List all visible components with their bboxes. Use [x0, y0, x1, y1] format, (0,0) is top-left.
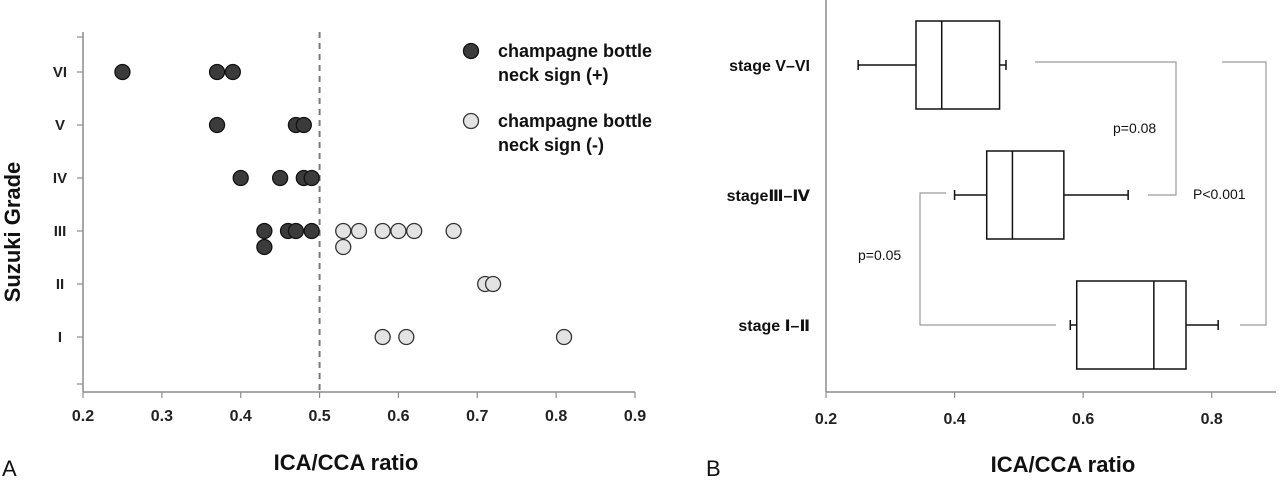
panel-a-data-point	[390, 222, 407, 240]
panel-a-y-tick-label: III	[54, 223, 67, 240]
panel-a-data-point	[350, 222, 368, 240]
panel-a-data-point	[335, 222, 352, 240]
panel-a-y-axis-title: Suzuki Grade	[0, 162, 25, 303]
panel-a-data-point	[287, 222, 305, 240]
panel-a-legend-label: champagne bottle	[498, 111, 652, 131]
panel-b-x-tick-label: 0.2	[815, 411, 837, 428]
panel-a-legend-label: neck sign (+)	[498, 65, 609, 85]
panel-a-x-tick-label: 0.4	[230, 408, 252, 425]
panel-a-legend: champagne bottle neck sign (+) champagne b…	[462, 41, 652, 155]
panel-b-box	[915, 20, 1001, 110]
panel-a-x-tick-label: 0.2	[72, 408, 94, 425]
panel-b-group-label: stage Ⅰ–Ⅱ	[738, 318, 810, 335]
panel-a-data-point	[374, 222, 391, 240]
panel-b-box	[985, 150, 1065, 240]
panel-a-data-point	[445, 222, 462, 240]
panel-a-data-point	[398, 328, 415, 346]
panel-a-data-point	[295, 116, 312, 134]
panel-b-x-axis-title: ICA/CCA ratio	[991, 452, 1136, 477]
panel-a-points	[114, 63, 573, 346]
panel-a-x-tick-label: 0.6	[387, 408, 409, 425]
panel-b-bracket	[1222, 61, 1267, 326]
panel-b-significance-brackets: p=0.08 p=0.05 P<0.001	[858, 61, 1267, 326]
panel-b-box-plot: 0.2 0.4 0.6 0.8 stage V–VI stageⅢ–Ⅳ stage Ⅰ–Ⅱ…	[706, 0, 1276, 480]
panel-a-x-tick-label: 0.9	[624, 408, 646, 425]
panel-a-legend-marker	[462, 112, 480, 130]
panel-a-x-tick-label: 0.3	[151, 408, 173, 425]
panel-a-y-tick-label: I	[58, 329, 62, 346]
panel-a-y-tick-label: IV	[53, 170, 67, 187]
panel-a-legend-marker	[462, 42, 480, 60]
panel-b-x-tick-label: 0.4	[943, 411, 965, 428]
panel-a-data-point	[208, 116, 226, 134]
panel-b-box	[1075, 280, 1187, 370]
panel-a-data-point	[303, 169, 320, 187]
panel-a-data-point	[555, 328, 573, 346]
panel-a-data-point	[303, 222, 320, 240]
panel-b-x-tick-label: 0.8	[1201, 411, 1223, 428]
panel-b-group-label: stageⅢ–Ⅳ	[727, 188, 811, 205]
panel-a-data-point	[256, 222, 273, 240]
panel-a-label: A	[2, 456, 17, 480]
panel-a-data-point	[256, 238, 273, 256]
panel-b-group-label: stage V–VI	[729, 58, 810, 75]
panel-b-bracket	[919, 192, 1056, 326]
panel-a-data-point	[271, 169, 289, 187]
panel-a-y-tick-label: VI	[53, 64, 67, 81]
panel-a-data-point	[232, 169, 249, 187]
panel-b-bracket	[1035, 61, 1177, 196]
panel-a-data-point	[374, 328, 391, 346]
panel-a-y-tick-label: II	[56, 276, 64, 293]
panel-b-x-tick-label: 0.6	[1072, 411, 1094, 428]
panel-a-legend-label: champagne bottle	[498, 41, 652, 61]
panel-b-p-value: p=0.08	[1113, 120, 1156, 136]
panel-a-x-axis-title: ICA/CCA ratio	[274, 450, 419, 475]
panel-a-data-point	[224, 63, 241, 81]
panel-b-boxes: stage V–VI stageⅢ–Ⅳ stage Ⅰ–Ⅱ	[727, 20, 1219, 370]
panel-a-x-tick-label: 0.8	[545, 408, 567, 425]
panel-a-y-tick-label: V	[55, 117, 65, 134]
panel-a-x-tick-label: 0.7	[466, 408, 488, 425]
panel-b-x-ticks: 0.2 0.4 0.6 0.8	[815, 392, 1223, 428]
panel-a-legend-label: neck sign (-)	[498, 135, 604, 155]
panel-a-data-point	[484, 275, 502, 293]
panel-b-label: B	[706, 456, 721, 480]
panel-a-data-point	[114, 63, 131, 81]
panel-b-p-value: P<0.001	[1193, 186, 1246, 202]
panel-b-p-value: p=0.05	[858, 247, 901, 263]
panel-a-data-point	[335, 238, 352, 256]
panel-a-x-ticks: 0.2 0.3 0.4 0.5 0.6 0.7 0.8 0.9	[72, 392, 646, 425]
panel-a-x-tick-label: 0.5	[308, 408, 330, 425]
panel-a-data-point	[208, 63, 226, 81]
panel-a-data-point	[406, 222, 423, 240]
